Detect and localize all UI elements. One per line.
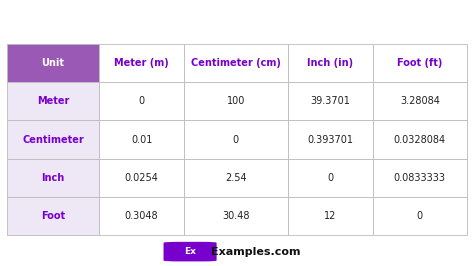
Text: Unit: Unit	[42, 58, 64, 68]
FancyBboxPatch shape	[288, 197, 373, 235]
FancyBboxPatch shape	[184, 82, 288, 120]
FancyBboxPatch shape	[373, 44, 467, 82]
Text: Meter: Meter	[37, 96, 69, 106]
FancyBboxPatch shape	[184, 120, 288, 159]
Text: 0.01: 0.01	[131, 135, 152, 145]
Text: 0: 0	[417, 211, 423, 221]
Text: 0.3048: 0.3048	[125, 211, 158, 221]
FancyBboxPatch shape	[184, 197, 288, 235]
Text: CONVERSION OF DISPLACEMENT UNITS: CONVERSION OF DISPLACEMENT UNITS	[45, 13, 429, 31]
FancyBboxPatch shape	[7, 197, 99, 235]
Text: 0.0328084: 0.0328084	[394, 135, 446, 145]
Text: Inch: Inch	[41, 173, 65, 183]
Text: Examples.com: Examples.com	[211, 247, 301, 257]
Text: 39.3701: 39.3701	[310, 96, 350, 106]
Text: 0: 0	[233, 135, 239, 145]
FancyBboxPatch shape	[288, 159, 373, 197]
FancyBboxPatch shape	[184, 44, 288, 82]
FancyBboxPatch shape	[99, 44, 184, 82]
Text: Centimeter (cm): Centimeter (cm)	[191, 58, 281, 68]
Text: Ex: Ex	[184, 247, 196, 256]
Text: 3.28084: 3.28084	[400, 96, 440, 106]
FancyBboxPatch shape	[7, 44, 99, 82]
Text: 100: 100	[227, 96, 245, 106]
FancyBboxPatch shape	[164, 242, 217, 261]
FancyBboxPatch shape	[288, 44, 373, 82]
Text: 12: 12	[324, 211, 336, 221]
FancyBboxPatch shape	[373, 120, 467, 159]
Text: Foot (ft): Foot (ft)	[397, 58, 442, 68]
FancyBboxPatch shape	[99, 82, 184, 120]
Text: 0: 0	[327, 173, 333, 183]
FancyBboxPatch shape	[7, 120, 99, 159]
Text: 0.0254: 0.0254	[125, 173, 158, 183]
Text: Foot: Foot	[41, 211, 65, 221]
Text: 2.54: 2.54	[225, 173, 246, 183]
Text: Centimeter: Centimeter	[22, 135, 84, 145]
Text: 0: 0	[138, 96, 145, 106]
FancyBboxPatch shape	[373, 197, 467, 235]
FancyBboxPatch shape	[99, 120, 184, 159]
Text: Inch (in): Inch (in)	[307, 58, 353, 68]
Text: 0.0833333: 0.0833333	[394, 173, 446, 183]
FancyBboxPatch shape	[99, 159, 184, 197]
Text: Meter (m): Meter (m)	[114, 58, 169, 68]
FancyBboxPatch shape	[7, 159, 99, 197]
Text: 30.48: 30.48	[222, 211, 250, 221]
FancyBboxPatch shape	[288, 82, 373, 120]
FancyBboxPatch shape	[373, 159, 467, 197]
FancyBboxPatch shape	[288, 120, 373, 159]
FancyBboxPatch shape	[99, 197, 184, 235]
FancyBboxPatch shape	[184, 159, 288, 197]
Text: 0.393701: 0.393701	[307, 135, 353, 145]
FancyBboxPatch shape	[7, 82, 99, 120]
FancyBboxPatch shape	[373, 82, 467, 120]
